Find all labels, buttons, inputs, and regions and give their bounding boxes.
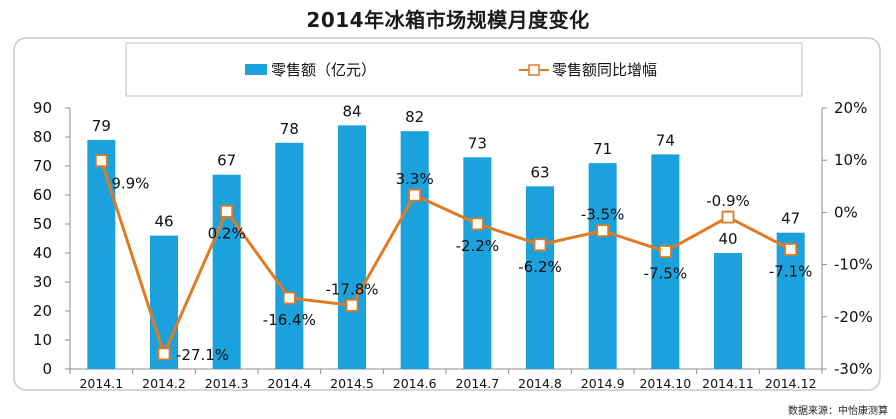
right-tick-label: -10% (834, 256, 873, 274)
legend-line-marker (528, 64, 540, 76)
growth-value-label: 3.3% (396, 170, 434, 188)
growth-value-label: -27.1% (176, 346, 229, 364)
x-tick-label: 2014.9 (581, 376, 625, 391)
line-marker (721, 210, 735, 224)
x-tick-label: 2014.12 (765, 376, 817, 391)
left-tick-label: 60 (33, 186, 52, 204)
growth-value-label: 0.2% (208, 224, 246, 242)
line-marker (345, 298, 359, 312)
bar-value-label: 82 (405, 108, 424, 126)
bar (651, 154, 680, 369)
growth-value-label: -16.4% (263, 311, 316, 329)
right-tick-label: -30% (834, 360, 873, 378)
growth-value-label: -6.2% (518, 258, 562, 276)
bar-value-label: 84 (342, 102, 361, 120)
bar-value-label: 63 (530, 163, 549, 181)
growth-value-label: -0.9% (706, 192, 750, 210)
line-marker (220, 204, 234, 218)
bar (714, 253, 742, 369)
line-marker (596, 224, 610, 238)
bar-value-label: 79 (92, 117, 111, 135)
bar-value-label: 74 (656, 131, 675, 149)
legend-label-bar: 零售额（亿元） (271, 61, 376, 79)
right-tick-label: 0% (834, 203, 858, 221)
bar (463, 157, 492, 369)
left-tick-label: 10 (33, 331, 52, 349)
right-tick-label: -20% (834, 308, 873, 326)
x-tick-label: 2014.7 (455, 376, 499, 391)
legend-box (125, 42, 803, 97)
legend-bar-swatch (245, 64, 267, 75)
growth-value-label: -7.1% (769, 262, 813, 280)
bar (150, 235, 178, 369)
data-source-note: 数据来源：中怡康测算 (788, 406, 888, 417)
right-tick-label: 20% (834, 99, 867, 117)
bar-value-label: 78 (280, 120, 299, 138)
left-tick-label: 20 (33, 302, 52, 320)
x-tick-label: 2014.1 (79, 376, 123, 391)
x-tick-label: 2014.6 (393, 376, 437, 391)
left-tick-label: 80 (33, 128, 52, 146)
left-tick-label: 50 (33, 215, 52, 233)
growth-value-label: -17.8% (325, 280, 378, 298)
x-tick-label: 2014.10 (639, 376, 691, 391)
bar-value-label: 40 (718, 230, 737, 248)
x-tick-label: 2014.5 (330, 376, 374, 391)
x-tick-label: 2014.11 (702, 376, 754, 391)
bar (526, 186, 554, 369)
left-tick-label: 40 (33, 244, 52, 262)
left-tick-label: 90 (33, 99, 52, 117)
chart-title: 2014年冰箱市场规模月度变化 (306, 8, 590, 32)
x-tick-label: 2014.4 (267, 376, 311, 391)
bar-value-label: 47 (781, 210, 800, 228)
x-tick-label: 2014.3 (205, 376, 249, 391)
x-tick-label: 2014.8 (518, 376, 562, 391)
line-marker (94, 154, 108, 168)
growth-value-label: -2.2% (456, 237, 500, 255)
chart-frame (13, 37, 881, 391)
bar (275, 142, 304, 369)
bar (212, 174, 241, 369)
line-marker (784, 243, 798, 256)
growth-line (99, 160, 792, 356)
bar (338, 125, 366, 370)
bar (588, 163, 617, 369)
line-marker (658, 245, 672, 258)
line-marker (533, 238, 547, 252)
line-marker (408, 188, 422, 202)
left-tick-label: 0 (42, 360, 52, 378)
left-tick-label: 70 (33, 157, 52, 175)
bar-value-label: 71 (593, 140, 612, 158)
bar-value-label: 67 (217, 152, 236, 170)
bar (400, 131, 429, 369)
left-tick-label: 30 (33, 273, 52, 291)
line-marker (157, 347, 171, 361)
line-marker (282, 291, 296, 305)
growth-value-label: -3.5% (581, 206, 625, 224)
growth-value-label: -7.5% (644, 265, 688, 283)
bar-value-label: 46 (154, 213, 173, 231)
growth-value-label: 9.9% (111, 175, 149, 193)
bar-value-label: 73 (468, 134, 487, 152)
bar (87, 139, 116, 369)
right-tick-label: 10% (834, 151, 867, 169)
line-marker (470, 217, 484, 231)
legend-label-line: 零售额同比增幅 (552, 61, 657, 79)
x-tick-label: 2014.2 (142, 376, 186, 391)
